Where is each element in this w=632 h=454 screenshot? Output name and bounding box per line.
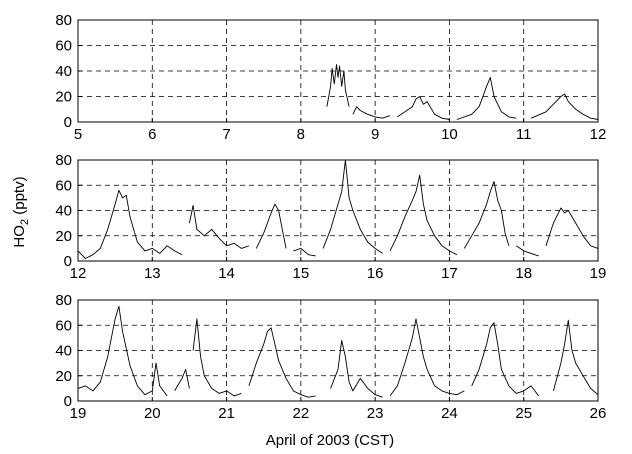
panel-3: 19 20 21 22 23 24 25 26 0 20 40 60 80 [55, 292, 606, 422]
ho2-series-line [471, 322, 539, 397]
ho2-series-line [352, 106, 391, 119]
x-tick-label: 21 [218, 405, 235, 422]
x-tick-label: 14 [218, 265, 235, 282]
x-tick-label: 18 [515, 265, 532, 282]
ho2-series-line [322, 159, 383, 254]
y-axis-label-main: HO [11, 225, 28, 248]
x-tick-label: 13 [144, 265, 161, 282]
y-tick-label: 0 [64, 253, 72, 270]
ho2-series-line [530, 93, 599, 120]
x-tick-label: 8 [297, 126, 305, 143]
ho2-series-line [552, 319, 599, 396]
ho2-series-line [77, 305, 168, 397]
y-tick-label: 40 [55, 343, 72, 360]
x-tick-label: 19 [70, 405, 87, 422]
y-tick-label: 80 [55, 152, 72, 169]
y-tick-label: 80 [55, 292, 72, 309]
y-tick-label: 20 [55, 228, 72, 245]
ho2-series-line [248, 327, 316, 398]
x-tick-label: 9 [371, 126, 379, 143]
x-tick-label: 17 [441, 265, 458, 282]
y-axis-label-tail: (pptv) [11, 176, 28, 219]
x-tick-label: 12 [70, 265, 87, 282]
ho2-series-line [255, 203, 287, 249]
x-tick-label: 24 [441, 405, 458, 422]
ho2-series-line [174, 368, 190, 392]
x-tick-label: 16 [367, 265, 384, 282]
x-axis-label: April of 2003 (CST) [266, 432, 394, 449]
y-tick-label: 60 [55, 177, 72, 194]
x-tick-label: 22 [293, 405, 310, 422]
x-tick-label: 6 [148, 126, 156, 143]
y-tick-label: 60 [55, 38, 72, 55]
ho2-series-line [389, 318, 465, 397]
ho2-series-line [192, 318, 242, 397]
ho2-series-line [456, 76, 517, 120]
y-tick-label: 60 [55, 317, 72, 334]
y-tick-label: 20 [55, 368, 72, 385]
x-tick-label: 25 [515, 405, 532, 422]
x-tick-label: 12 [590, 126, 607, 143]
ho2-series-line [516, 245, 539, 257]
x-tick-label: 5 [74, 126, 82, 143]
ho2-series-line [545, 207, 599, 249]
ho2-series-line [77, 189, 183, 259]
y-tick-label: 0 [64, 114, 72, 131]
x-tick-label: 19 [590, 265, 607, 282]
x-tick-label: 10 [441, 126, 458, 143]
x-tick-label: 26 [590, 405, 607, 422]
y-tick-label: 20 [55, 89, 72, 106]
x-tick-label: 15 [293, 265, 310, 282]
y-tick-label: 40 [55, 203, 72, 220]
y-tick-label: 0 [64, 393, 72, 410]
y-tick-label: 40 [55, 63, 72, 80]
x-tick-label: 23 [367, 405, 384, 422]
panel-1: 5 6 7 8 9 10 11 12 0 20 40 60 80 [55, 12, 606, 143]
ho2-series-line [293, 247, 316, 257]
x-tick-label: 20 [144, 405, 161, 422]
ho2-series-line [389, 174, 458, 256]
ho2-series-line [326, 64, 350, 107]
y-axis-label-subscript: 2 [19, 219, 31, 225]
ho2-series-line [397, 96, 450, 120]
ho2-series-line [330, 339, 383, 398]
y-axis-label: HO2 (pptv) [11, 176, 31, 247]
panel-2: 12 13 14 15 16 17 18 19 0 20 40 60 80 [55, 152, 606, 282]
x-tick-label: 11 [516, 126, 532, 143]
ho2-series-line [463, 181, 510, 249]
x-tick-label: 7 [222, 126, 230, 143]
ho2-series-line [188, 204, 250, 249]
y-tick-label: 80 [55, 12, 72, 29]
